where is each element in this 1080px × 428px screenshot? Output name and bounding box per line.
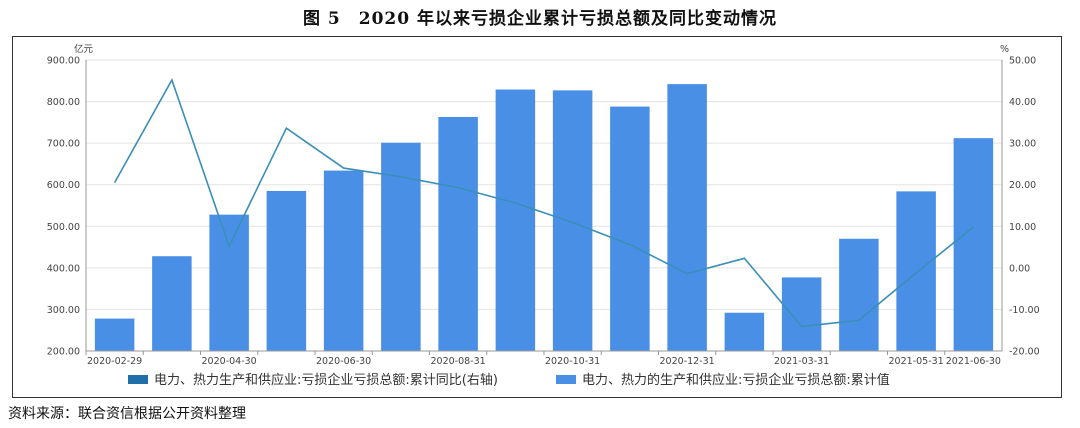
left-unit-label: 亿元	[74, 43, 94, 55]
bar	[724, 312, 765, 351]
x-tick-label: 2021-03-31	[774, 356, 829, 367]
bar	[839, 238, 879, 351]
x-tick-label: 2020-10-31	[545, 356, 600, 367]
x-tick-label: 2021-05-31	[889, 356, 944, 367]
legend-label-bar: 电力、热力的生产和供应业:亏损企业亏损总额:累计值	[582, 372, 890, 388]
right-tick-label: -10.00	[1009, 305, 1040, 316]
legend-swatch-bar	[556, 375, 576, 384]
left-tick-label: 600.00	[47, 180, 80, 191]
left-tick-label: 900.00	[47, 56, 80, 67]
right-tick-label: -20.00	[1009, 347, 1040, 358]
chart-title: 图 5 2020 年以来亏损企业累计亏损总额及同比变动情况	[303, 9, 777, 29]
bar	[495, 89, 536, 351]
bar	[552, 90, 593, 352]
bar	[438, 116, 478, 352]
right-unit-label: %	[1000, 44, 1009, 55]
bar	[610, 106, 650, 351]
bar	[953, 138, 994, 351]
legend-swatch-line	[128, 375, 148, 384]
axes: 200.00 300.00 400.00 500.00 600.00 700.00 800.…	[47, 43, 1040, 367]
x-tick-label: 2020-12-31	[660, 356, 715, 367]
bar	[152, 256, 192, 351]
bar	[323, 170, 364, 351]
chart-frame	[12, 36, 1062, 398]
bar	[667, 84, 707, 352]
x-tick-label: 2020-06-30	[316, 356, 371, 367]
right-tick-label: 30.00	[1009, 139, 1036, 150]
left-tick-label: 800.00	[47, 97, 80, 108]
bar	[896, 191, 936, 351]
legend-label-line: 电力、热力生产和供应业:亏损企业亏损总额:累计同比(右轴)	[154, 372, 498, 388]
right-tick-label: 0.00	[1009, 263, 1030, 274]
source-note: 资料来源：联合资信根据公开资料整理	[8, 406, 246, 422]
left-tick-label: 500.00	[47, 222, 80, 233]
bar	[266, 190, 307, 351]
x-tick-label: 2020-02-29	[87, 356, 142, 367]
legend: 电力、热力生产和供应业:亏损企业亏损总额:累计同比(右轴) 电力、热力的生产和供应…	[128, 372, 890, 388]
x-tick-label: 2020-08-31	[431, 356, 486, 367]
right-tick-label: 20.00	[1009, 180, 1036, 191]
right-tick-label: 10.00	[1009, 222, 1036, 233]
line-series	[113, 78, 974, 328]
bar	[94, 318, 135, 351]
bar	[781, 277, 822, 351]
left-tick-label: 400.00	[47, 263, 80, 274]
left-tick-label: 200.00	[47, 347, 80, 358]
bar-series	[94, 84, 994, 352]
left-tick-label: 300.00	[47, 305, 80, 316]
right-tick-label: 40.00	[1009, 97, 1036, 108]
left-tick-label: 700.00	[47, 139, 80, 150]
x-tick-label: 2020-04-30	[202, 356, 257, 367]
right-tick-label: 50.00	[1009, 56, 1036, 67]
x-tick-label: 2021-06-30	[946, 356, 1001, 367]
bar	[209, 214, 249, 351]
line-path	[113, 78, 974, 328]
